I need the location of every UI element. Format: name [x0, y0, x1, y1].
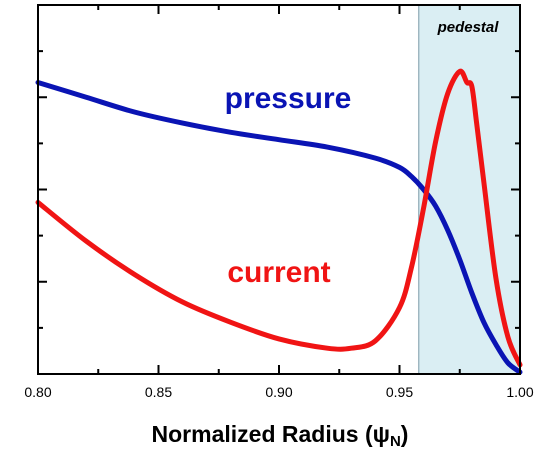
pressure-line — [35, 79, 523, 375]
x-tick-label: 0.90 — [265, 384, 292, 400]
x-tick-label: 0.80 — [24, 384, 51, 400]
current-line — [35, 68, 523, 368]
series-layer — [35, 68, 523, 375]
x-tick-label: 0.95 — [386, 384, 413, 400]
x-tick-label: 1.00 — [506, 384, 533, 400]
current-series-label: current — [227, 256, 330, 289]
x-axis-title: Normalized Radius (ψN) — [152, 421, 409, 450]
pedestal-label: pedestal — [437, 19, 500, 36]
ticks-layer — [37, 5, 521, 374]
x-tick-label: 0.85 — [145, 384, 172, 400]
pressure-series-label: pressure — [225, 82, 352, 115]
x-tick-labels: 0.80 0.85 0.90 0.95 1.00 — [24, 384, 533, 400]
